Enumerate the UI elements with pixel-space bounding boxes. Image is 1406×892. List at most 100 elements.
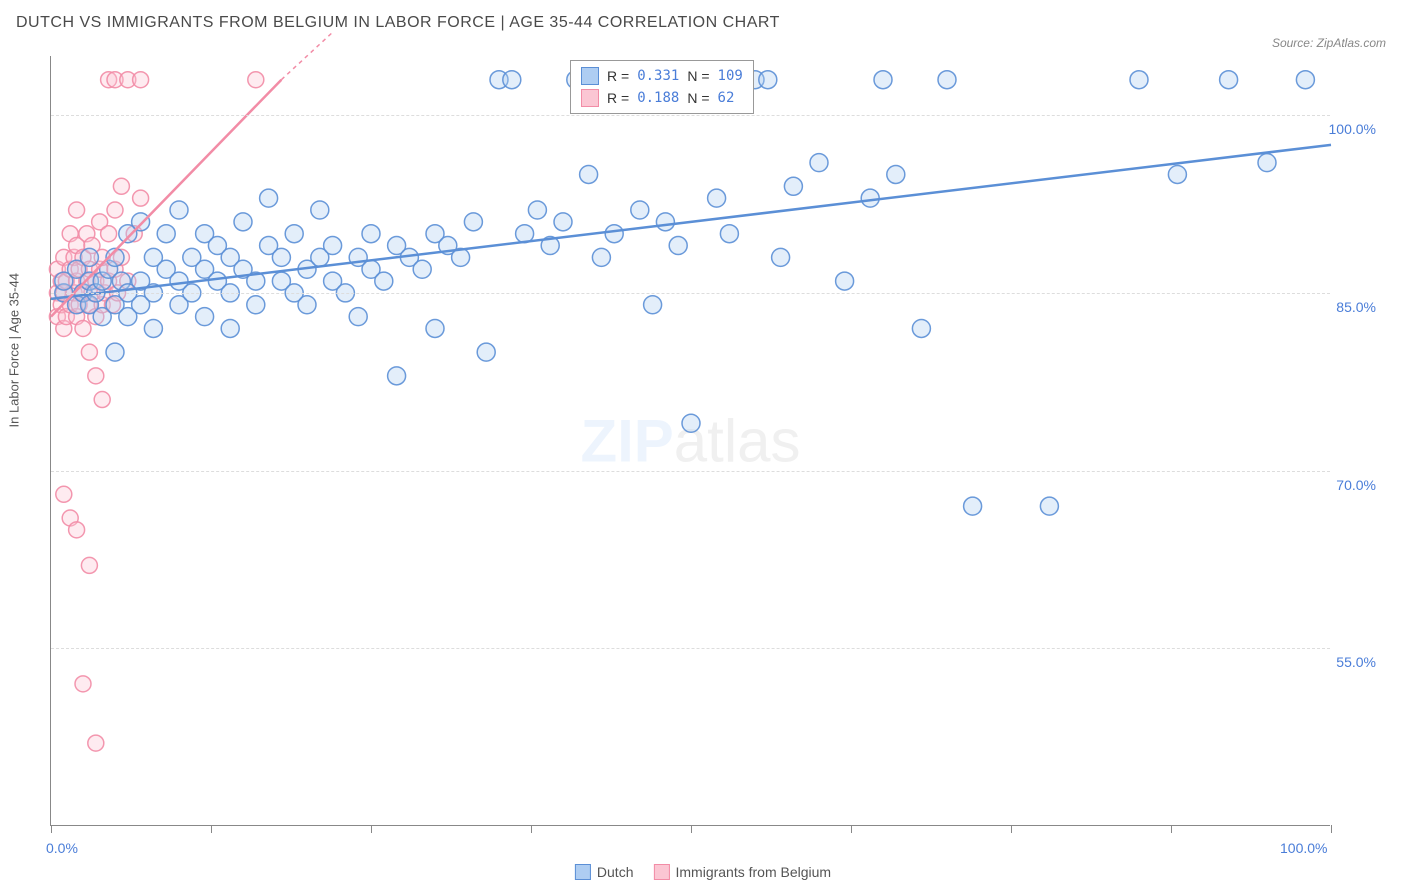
x-tick xyxy=(1171,825,1172,833)
x-tick xyxy=(1011,825,1012,833)
legend-swatch-dutch xyxy=(575,864,591,880)
data-point xyxy=(759,71,777,89)
stats-r-label-2: R = xyxy=(607,90,629,106)
data-point xyxy=(477,343,495,361)
data-point xyxy=(592,248,610,266)
data-point xyxy=(234,213,252,231)
data-point xyxy=(1130,71,1148,89)
x-tick xyxy=(691,825,692,833)
gridline xyxy=(51,293,1330,294)
y-axis-label: In Labor Force | Age 35-44 xyxy=(7,273,22,427)
stats-row-belgium: R = 0.188 N = 62 xyxy=(581,87,743,109)
data-point xyxy=(113,178,129,194)
data-point xyxy=(413,260,431,278)
x-tick xyxy=(211,825,212,833)
data-point xyxy=(298,296,316,314)
data-point xyxy=(88,735,104,751)
stats-r-label: R = xyxy=(607,68,629,84)
data-point xyxy=(1296,71,1314,89)
data-point xyxy=(580,165,598,183)
data-point xyxy=(133,72,149,88)
x-tick xyxy=(371,825,372,833)
stats-n-label: N = xyxy=(687,68,709,84)
data-point xyxy=(88,368,104,384)
legend-swatch-belgium xyxy=(653,864,669,880)
data-point xyxy=(720,225,738,243)
data-point xyxy=(938,71,956,89)
data-point xyxy=(75,676,91,692)
gridline xyxy=(51,115,1330,116)
chart-title: DUTCH VS IMMIGRANTS FROM BELGIUM IN LABO… xyxy=(16,14,780,32)
data-point xyxy=(388,367,406,385)
legend-label-dutch: Dutch xyxy=(597,864,634,880)
legend-label-belgium: Immigrants from Belgium xyxy=(675,864,831,880)
data-point xyxy=(682,414,700,432)
data-point xyxy=(1258,154,1276,172)
data-point xyxy=(964,497,982,515)
bottom-legend: Dutch Immigrants from Belgium xyxy=(575,864,831,880)
data-point xyxy=(644,296,662,314)
data-point xyxy=(605,225,623,243)
stats-row-dutch: R = 0.331 N = 109 xyxy=(581,65,743,87)
stats-r-belgium: 0.188 xyxy=(637,90,679,106)
y-tick-label: 85.0% xyxy=(1336,299,1376,315)
stats-swatch-belgium xyxy=(581,89,599,107)
data-point xyxy=(221,319,239,337)
data-point xyxy=(324,237,342,255)
plot-svg xyxy=(51,56,1330,825)
legend-item-dutch: Dutch xyxy=(575,864,634,880)
stats-n-dutch: 109 xyxy=(718,68,743,84)
data-point xyxy=(656,213,674,231)
data-point xyxy=(157,225,175,243)
data-point xyxy=(311,201,329,219)
data-point xyxy=(69,522,85,538)
data-point xyxy=(887,165,905,183)
data-point xyxy=(285,225,303,243)
data-point xyxy=(106,343,124,361)
data-point xyxy=(375,272,393,290)
plot-area: ZIPatlas xyxy=(50,56,1330,826)
data-point xyxy=(132,213,150,231)
x-tick-label: 100.0% xyxy=(1280,840,1327,856)
y-tick-label: 55.0% xyxy=(1336,654,1376,670)
data-point xyxy=(554,213,572,231)
data-point xyxy=(426,319,444,337)
data-point xyxy=(144,319,162,337)
x-tick xyxy=(531,825,532,833)
data-point xyxy=(107,202,123,218)
data-point xyxy=(94,392,110,408)
data-point xyxy=(503,71,521,89)
source-attribution: Source: ZipAtlas.com xyxy=(1272,36,1386,50)
data-point xyxy=(81,344,97,360)
stats-n-belgium: 62 xyxy=(718,90,735,106)
data-point xyxy=(170,201,188,219)
data-point xyxy=(464,213,482,231)
y-tick-label: 100.0% xyxy=(1329,121,1376,137)
data-point xyxy=(133,190,149,206)
data-point xyxy=(810,154,828,172)
gridline xyxy=(51,648,1330,649)
data-point xyxy=(80,248,98,266)
x-tick-label: 0.0% xyxy=(46,840,78,856)
data-point xyxy=(1220,71,1238,89)
data-point xyxy=(196,308,214,326)
data-point xyxy=(260,189,278,207)
data-point xyxy=(772,248,790,266)
data-point xyxy=(272,248,290,266)
x-tick xyxy=(851,825,852,833)
data-point xyxy=(1040,497,1058,515)
data-point xyxy=(101,226,117,242)
data-point xyxy=(81,557,97,573)
data-point xyxy=(528,201,546,219)
data-point xyxy=(669,237,687,255)
stats-legend-box: R = 0.331 N = 109 R = 0.188 N = 62 xyxy=(570,60,754,114)
data-point xyxy=(75,320,91,336)
data-point xyxy=(362,225,380,243)
data-point xyxy=(56,486,72,502)
legend-item-belgium: Immigrants from Belgium xyxy=(653,864,831,880)
data-point xyxy=(631,201,649,219)
chart-container: DUTCH VS IMMIGRANTS FROM BELGIUM IN LABO… xyxy=(0,0,1406,892)
data-point xyxy=(861,189,879,207)
x-tick xyxy=(1331,825,1332,833)
data-point xyxy=(247,296,265,314)
